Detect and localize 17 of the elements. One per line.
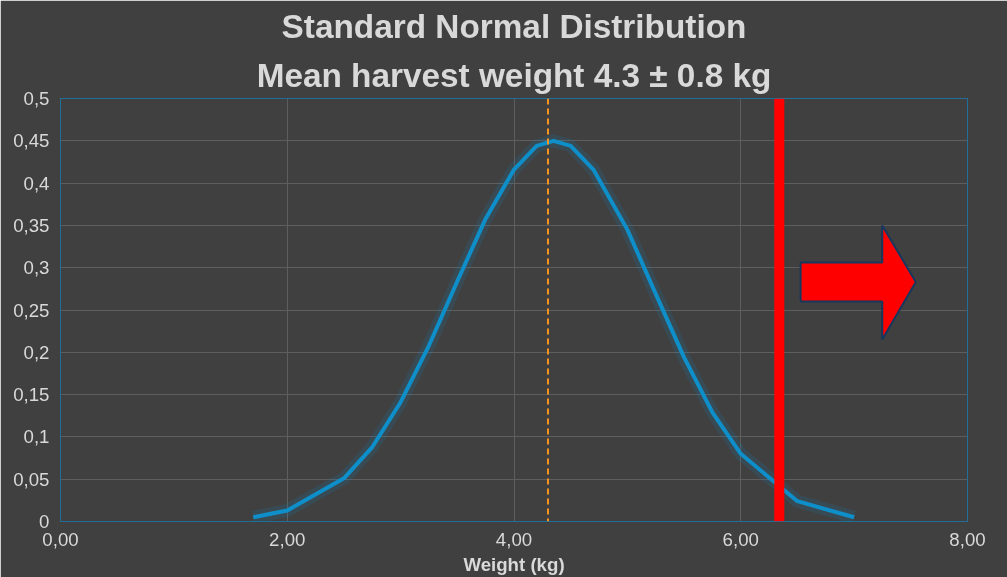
- chart-title: Standard Normal Distribution: [281, 7, 747, 45]
- y-tick-label: 0,5: [23, 88, 50, 109]
- y-tick-label: 0,25: [13, 299, 50, 321]
- y-tick-label: 0,2: [23, 341, 50, 363]
- y-tick-label: 0,4: [23, 172, 50, 194]
- y-tick-label: 0,1: [23, 426, 50, 448]
- y-tick-label: 0,15: [13, 384, 50, 406]
- y-tick-label: 0,35: [13, 214, 50, 236]
- x-tick-label: 4,00: [495, 528, 533, 550]
- chart-subtitle: Mean harvest weight 4.3 ± 0.8 kg: [256, 56, 772, 94]
- x-axis-title: Weight (kg): [463, 553, 565, 575]
- y-tick-label: 0,3: [23, 257, 50, 279]
- x-tick-label: 8,00: [949, 528, 986, 550]
- x-tick-label: 2,00: [269, 528, 306, 550]
- y-tick-label: 0,05: [13, 468, 50, 490]
- y-tick-label: 0,45: [13, 130, 50, 152]
- x-tick-label: 6,00: [722, 528, 759, 550]
